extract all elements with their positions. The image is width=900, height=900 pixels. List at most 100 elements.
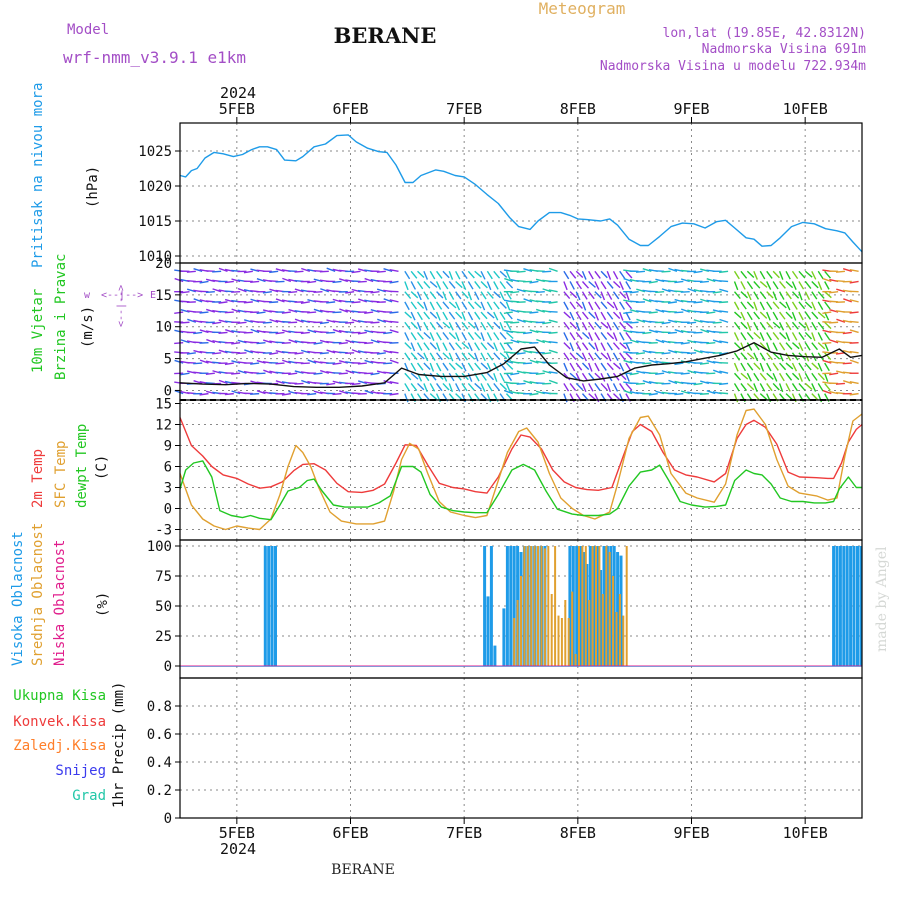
cloud-bar (849, 546, 853, 666)
wind-barb (600, 311, 607, 321)
wind-barb (486, 270, 493, 280)
x-tick-label-bottom: 6FEB (332, 824, 368, 842)
cloud-bar (513, 618, 516, 666)
y-tick-label: 75 (155, 569, 172, 585)
cloud-bar (835, 546, 839, 666)
cloud-bar (625, 546, 628, 666)
cloud-bar (601, 594, 604, 666)
wind-barb (740, 383, 748, 391)
cloud-bar (486, 596, 490, 666)
wind-barb (835, 382, 846, 385)
wind-barb (824, 321, 832, 330)
wind-barb (829, 321, 839, 324)
wind-barb (326, 382, 336, 386)
y-tick-label: 15 (155, 288, 172, 304)
station-title: BERANE (334, 23, 437, 48)
wind-barb (448, 331, 457, 340)
cloud-label-1: Visoka Oblacnost (10, 531, 26, 666)
wind-barb (455, 321, 462, 331)
wind-barb (791, 362, 798, 372)
compass-w: w (84, 290, 91, 301)
wind-barb (523, 379, 533, 385)
wind-barb (499, 382, 508, 391)
wind-barb (785, 301, 791, 311)
x-tick-label-bottom: 7FEB (446, 824, 482, 842)
wind-barb (516, 288, 526, 293)
wind-barb (237, 321, 247, 325)
wind-barb (281, 392, 291, 396)
wind-barb (733, 291, 741, 300)
wind-barb (319, 352, 329, 355)
wind-barb (224, 280, 234, 284)
cloud-bar (537, 546, 539, 666)
wind-barb (594, 301, 601, 310)
wind-barb (499, 301, 507, 309)
wind-barb (548, 331, 558, 334)
wind-barb (499, 270, 508, 278)
wind-barb (389, 329, 399, 334)
cloud-bar (578, 546, 580, 666)
wind-barb (486, 321, 494, 330)
wind-barb (619, 301, 626, 310)
wind-barb (370, 290, 380, 294)
cloud-bar (585, 564, 589, 666)
wind-barb (661, 270, 671, 273)
wind-barb (389, 350, 399, 354)
wind-barb (486, 332, 493, 341)
wind-barb (442, 332, 450, 340)
wind-barb (435, 281, 442, 290)
cloud-bar (543, 548, 546, 666)
cloud-bar (605, 546, 608, 666)
wind-barb (648, 311, 658, 314)
wind-barb (364, 389, 374, 395)
cloud-bar (608, 552, 611, 666)
cloud-bar (533, 546, 536, 666)
wind-barb (338, 341, 348, 345)
cloud-bar (616, 552, 620, 666)
wind-barb (642, 379, 652, 385)
cloud-bar (502, 608, 506, 666)
wind-barb (655, 308, 665, 313)
panel-frame (179, 122, 863, 264)
wind-barb (389, 359, 399, 364)
wind-barb (307, 392, 317, 396)
wind-barb (542, 270, 552, 273)
wind-barb (505, 342, 513, 351)
wind-barb (383, 267, 393, 272)
wind-barb (493, 382, 500, 391)
cloud-bar (584, 546, 587, 666)
wind-barb (288, 290, 298, 294)
wind-barb (474, 331, 482, 340)
wind-barb (674, 392, 684, 396)
wind-barb (811, 372, 818, 381)
wind-barb (740, 342, 745, 352)
wind-barb (636, 288, 646, 293)
wind-barb (719, 301, 729, 304)
wind-barb (486, 352, 494, 361)
wind-barb (504, 359, 514, 364)
wind-barb (288, 308, 298, 313)
wind-barb (542, 321, 552, 325)
wind-barb (345, 369, 355, 374)
temp-label-1: 2m Temp (30, 449, 46, 508)
wind-barb (569, 301, 576, 310)
wind-barb (619, 311, 624, 321)
wind-barb (351, 382, 361, 386)
wind-barb (569, 362, 576, 372)
wind-barb (699, 362, 709, 365)
wind-barb (486, 301, 493, 311)
wind-barb (206, 338, 216, 344)
cloud-bar (852, 546, 856, 666)
wind-barb (740, 321, 748, 330)
wind-barb (429, 280, 438, 288)
wind-barb (772, 311, 779, 321)
cloud-bar (516, 600, 519, 666)
wind-barb (461, 281, 467, 290)
wind-barb (588, 362, 593, 372)
y-tick-label: 25 (155, 629, 172, 645)
y-tick-label: 15 (155, 397, 172, 413)
wind-barb (719, 280, 729, 283)
wind-barb (569, 352, 577, 361)
wind-barb (294, 288, 304, 293)
wind-barb (187, 318, 197, 323)
